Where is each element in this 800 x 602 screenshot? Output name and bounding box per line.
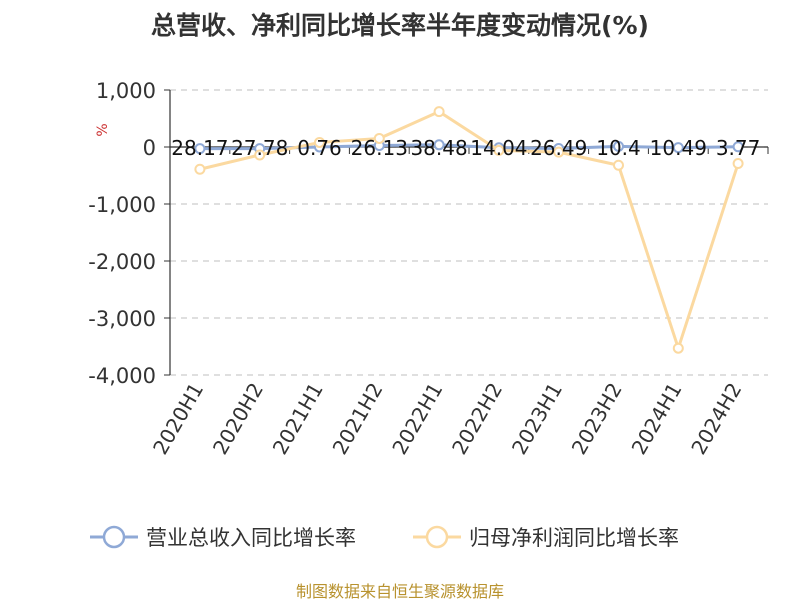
x-tick-label: 2020H2 bbox=[208, 379, 268, 459]
y-tick-label: 1,000 bbox=[96, 79, 156, 103]
x-tick-label: 2022H2 bbox=[447, 379, 507, 459]
data-point bbox=[613, 159, 624, 171]
x-tick-label: 2020H1 bbox=[148, 379, 208, 459]
series-line bbox=[199, 110, 740, 350]
data-label: 28.17 bbox=[171, 136, 228, 160]
y-tick-label: -1,000 bbox=[88, 193, 156, 217]
chart-title: 总营收、净利同比增长率半年度变动情况(%) bbox=[151, 11, 649, 40]
data-label: 26.13 bbox=[351, 136, 408, 160]
legend-label: 营业总收入同比增长率 bbox=[146, 526, 356, 550]
data-label: 0.76 bbox=[297, 136, 342, 160]
y-tick-label: -4,000 bbox=[88, 364, 156, 388]
source-footer: 制图数据来自恒生聚源数据库 bbox=[295, 582, 504, 601]
data-point bbox=[672, 142, 684, 154]
y-tick-label: -3,000 bbox=[88, 307, 156, 331]
data-point bbox=[314, 136, 325, 148]
legend-swatch-marker bbox=[425, 525, 449, 549]
legend-label: 归母净利润同比增长率 bbox=[469, 526, 679, 550]
data-point bbox=[732, 141, 744, 153]
data-point bbox=[373, 132, 385, 144]
data-point bbox=[672, 342, 684, 354]
data-label: 10.4 bbox=[596, 136, 641, 160]
legend-swatch-marker bbox=[102, 525, 126, 549]
x-tick-label: 2024H1 bbox=[627, 379, 687, 459]
data-label: 3.77 bbox=[716, 136, 761, 160]
data-point bbox=[194, 163, 206, 175]
data-label: 14.04 bbox=[470, 136, 527, 160]
data-label: 27.78 bbox=[231, 136, 288, 160]
data-label: 10.49 bbox=[650, 136, 707, 160]
data-point bbox=[732, 158, 744, 170]
x-tick-label: 2023H1 bbox=[507, 379, 567, 459]
x-tick-label: 2023H2 bbox=[567, 379, 627, 459]
y-tick-label: -2,000 bbox=[88, 250, 156, 274]
data-point bbox=[433, 106, 445, 118]
data-label: 38.48 bbox=[410, 136, 467, 160]
data-label: 26.49 bbox=[530, 136, 587, 160]
data-point bbox=[553, 146, 565, 158]
data-point bbox=[493, 144, 505, 156]
x-tick-label: 2021H2 bbox=[328, 379, 388, 459]
data-point bbox=[613, 140, 624, 152]
y-axis-label: % bbox=[95, 123, 111, 136]
data-point bbox=[433, 139, 445, 151]
data-point bbox=[194, 143, 206, 155]
x-tick-label: 2024H2 bbox=[686, 379, 746, 459]
y-tick-label: 0 bbox=[143, 136, 156, 160]
x-tick-label: 2022H1 bbox=[387, 378, 447, 458]
x-tick-label: 2021H1 bbox=[268, 379, 328, 459]
data-point bbox=[254, 149, 266, 161]
